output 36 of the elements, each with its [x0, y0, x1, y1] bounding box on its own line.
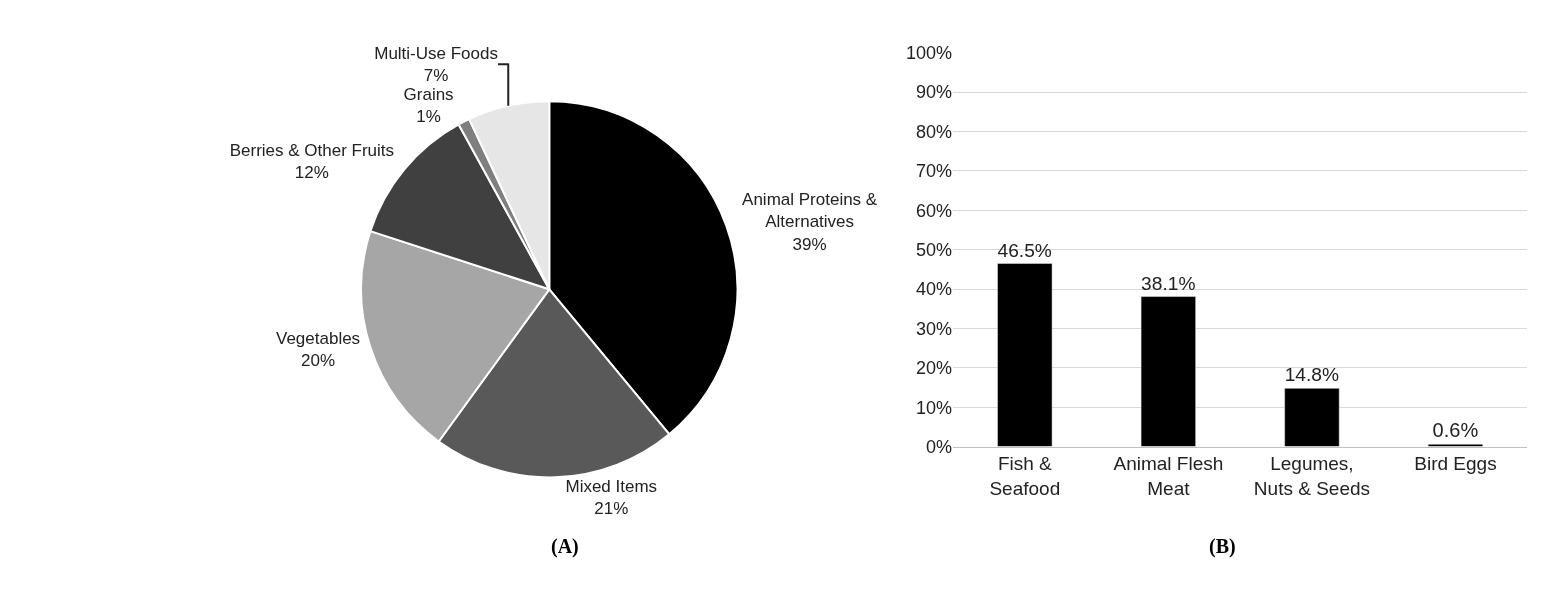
slice-label: Berries & Other Fruits [229, 140, 395, 160]
data-label: 1% [416, 106, 441, 126]
data-label: 14.8% [1284, 364, 1339, 386]
y-tick-label: 40% [915, 279, 953, 300]
slice-label: Vegetables [275, 328, 361, 348]
bar [1284, 388, 1340, 447]
y-tick-label: 100% [905, 43, 953, 64]
data-label: 12% [294, 162, 329, 182]
data-label: 46.5% [997, 239, 1052, 261]
x-tick-label: Bird Eggs [1414, 453, 1497, 475]
slice-label: Multi-Use Foods [374, 43, 498, 63]
y-tick-label: 50% [915, 239, 953, 260]
y-tick-label: 10% [915, 397, 953, 418]
data-label: 20% [301, 350, 336, 370]
data-label: 7% [423, 65, 449, 85]
bar [997, 263, 1053, 447]
text: (A) [551, 535, 579, 558]
data-label: 21% [594, 499, 629, 519]
text: (B) [1209, 535, 1236, 558]
x-tick-label: Fish & Seafood [989, 453, 1061, 500]
slice-label: Mixed Items [565, 477, 658, 497]
y-tick-label: 60% [915, 200, 953, 221]
y-tick-label: 70% [915, 161, 953, 182]
y-tick-label: 0% [926, 436, 953, 457]
bar [1140, 296, 1196, 447]
x-tick-label: Legumes, Nuts & Seeds [1253, 453, 1371, 500]
y-tick-label: 30% [915, 318, 953, 339]
y-tick-label: 80% [915, 121, 953, 142]
data-label: 39% [792, 234, 827, 254]
y-tick-label: 20% [915, 358, 953, 379]
y-tick-label: 90% [915, 82, 953, 103]
slice-label: Grains [403, 84, 454, 104]
slice-label: Animal Proteins & Alternatives [742, 190, 878, 232]
data-label: 38.1% [1141, 272, 1196, 294]
data-label: 0.6% [1432, 419, 1479, 442]
x-tick-label: Animal Flesh Meat [1113, 453, 1224, 500]
